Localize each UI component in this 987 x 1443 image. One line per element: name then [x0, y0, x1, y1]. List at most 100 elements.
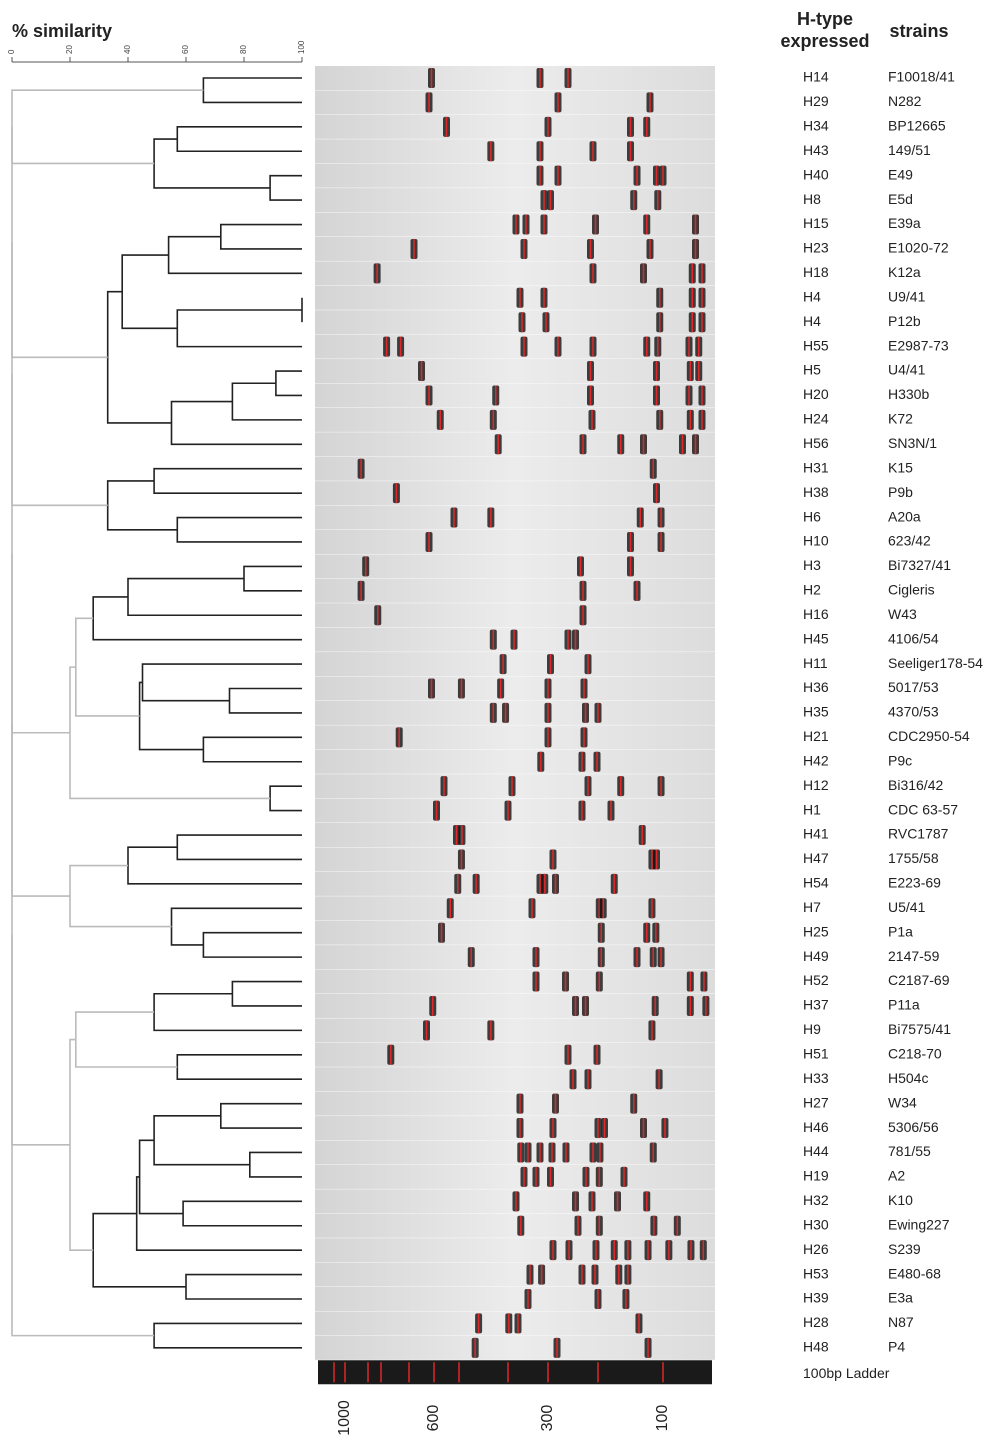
ladder-lane: [318, 1360, 712, 1385]
htype-label: H34: [803, 118, 829, 134]
strain-label: 623/42: [888, 533, 931, 549]
dendrogram-link: [11, 373, 70, 734]
htype-label: H49: [803, 948, 829, 964]
gel-lane: [315, 236, 715, 261]
dendrogram-link: [75, 1011, 178, 1068]
gel-lane: [315, 310, 715, 335]
gel-lane: [315, 1164, 715, 1189]
strain-label: Seeliger178-54: [888, 655, 983, 671]
strain-label: F10018/41: [888, 69, 955, 85]
gel-lane: [315, 676, 715, 701]
htype-label: H31: [803, 459, 829, 475]
scale-tick-label: 60: [181, 45, 190, 54]
strain-label: K72: [888, 411, 913, 427]
gel-lane: [315, 1335, 715, 1360]
dendrogram-link: [153, 1322, 302, 1349]
htype-label: H26: [803, 1241, 829, 1257]
scale-tick-label: 100: [297, 40, 306, 54]
htype-label: H30: [803, 1216, 829, 1232]
strain-label: E480-68: [888, 1265, 941, 1281]
gel-lane: [315, 383, 715, 408]
gel-lane: [315, 798, 715, 823]
gel-lane: [315, 945, 715, 970]
ladder-size-label: 100: [654, 1405, 671, 1432]
gel-lane: [315, 188, 715, 213]
gel-lane: [315, 114, 715, 139]
strain-label: Cigleris: [888, 582, 935, 598]
strain-label: E49: [888, 166, 913, 182]
strains-header: strains: [889, 21, 948, 41]
strain-label: E1020-72: [888, 240, 949, 256]
htype-label: H7: [803, 899, 821, 915]
strain-label: Bi316/42: [888, 777, 943, 793]
strain-label: H330b: [888, 386, 929, 402]
strain-label: E2987-73: [888, 337, 949, 353]
gel-lane: [315, 1287, 715, 1311]
htype-header: expressed: [780, 31, 869, 51]
dendrogram-link: [228, 687, 302, 714]
strain-label: P12b: [888, 313, 921, 329]
gel-lane: [315, 1042, 715, 1067]
htype-label: H32: [803, 1192, 829, 1208]
htype-label: H41: [803, 826, 829, 842]
strain-label: 1755/58: [888, 850, 939, 866]
dendrogram-link: [153, 138, 271, 189]
strain-label: W43: [888, 606, 917, 622]
gel-lane: [315, 261, 715, 286]
htype-label: H46: [803, 1119, 829, 1135]
dendrogram-link: [11, 934, 155, 1337]
gel-lane: [315, 481, 715, 506]
ladder-size-label: 1000: [336, 1400, 353, 1436]
gel-lane: [315, 407, 715, 432]
gel-lane: [315, 163, 715, 188]
strain-label: E39a: [888, 215, 921, 231]
dendrogram-link: [138, 1139, 184, 1215]
gel-lane: [315, 700, 715, 725]
dendrogram-link: [170, 907, 302, 946]
gel-lane: [315, 529, 715, 554]
strain-label: K10: [888, 1192, 913, 1208]
strain-label: CDC2950-54: [888, 728, 970, 744]
gel-lane: [315, 969, 715, 994]
strain-label: A20a: [888, 508, 921, 524]
strain-label: U9/41: [888, 288, 926, 304]
strain-label: C218-70: [888, 1046, 942, 1062]
dendrogram-link: [275, 370, 302, 397]
htype-label: H27: [803, 1094, 829, 1110]
ladder-label: 100bp Ladder: [803, 1365, 890, 1381]
htype-label: H53: [803, 1265, 829, 1281]
dendrogram-link: [75, 617, 140, 717]
htype-label: H40: [803, 166, 829, 182]
strain-label: 149/51: [888, 142, 931, 158]
htype-label: H44: [803, 1143, 829, 1159]
strain-label: C2187-69: [888, 972, 950, 988]
dendrogram-link: [153, 1115, 250, 1166]
gel-lane: [315, 554, 715, 579]
gel-lane: [315, 1262, 715, 1287]
strain-label: 2147-59: [888, 948, 940, 964]
gel-lane: [315, 505, 715, 530]
dendrogram-link: [185, 1273, 302, 1300]
gel-lane: [315, 1116, 715, 1141]
gel-lane: [315, 603, 715, 628]
gel-lane: [315, 725, 715, 750]
htype-label: H18: [803, 264, 829, 280]
htype-label: H10: [803, 533, 829, 549]
htype-label: H51: [803, 1046, 829, 1062]
dendrogram-link: [106, 480, 178, 531]
htype-label: H20: [803, 386, 829, 402]
strain-label: RVC1787: [888, 826, 949, 842]
gel-lane: [315, 993, 715, 1018]
htype-label: H11: [803, 655, 828, 671]
strain-label: E5d: [888, 191, 913, 207]
htype-label: H48: [803, 1339, 829, 1355]
dendrogram-link: [202, 931, 302, 958]
ladder-size-label: 600: [425, 1405, 442, 1432]
strain-label: P11a: [888, 997, 920, 1013]
strain-label: 5306/56: [888, 1119, 939, 1135]
strain-label: K12a: [888, 264, 921, 280]
strain-label: A2: [888, 1168, 905, 1184]
htype-label: H12: [803, 777, 829, 793]
htype-header: H-type: [797, 9, 853, 29]
